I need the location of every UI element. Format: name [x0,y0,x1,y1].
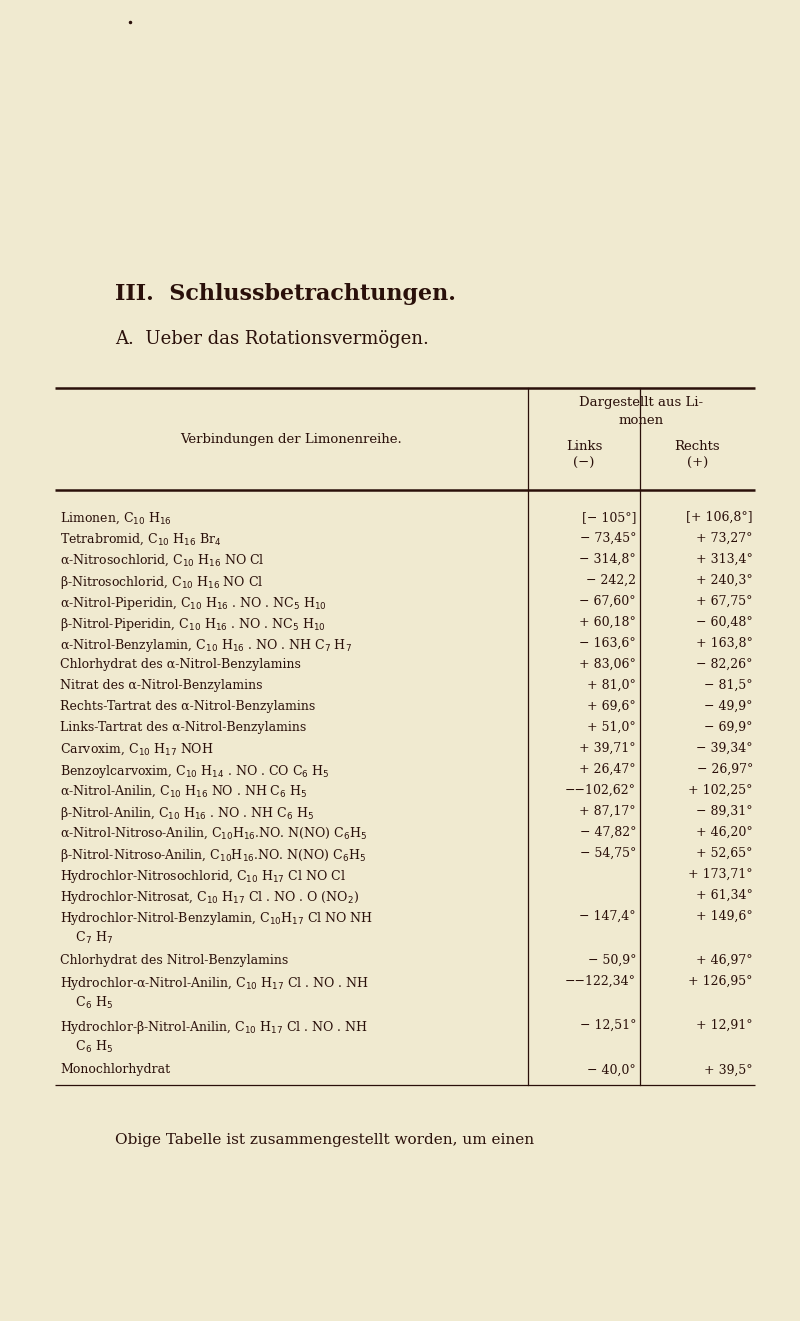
Text: + 39,5°: + 39,5° [704,1063,753,1077]
Text: −−122,34°: −−122,34° [565,975,636,988]
Text: + 46,97°: + 46,97° [696,954,753,967]
Text: + 60,18°: + 60,18° [579,616,636,629]
Text: − 12,51°: − 12,51° [579,1020,636,1032]
Text: − 89,31°: − 89,31° [696,804,753,818]
Text: + 149,6°: + 149,6° [696,910,753,923]
Text: [− 105°]: [− 105°] [582,511,636,524]
Text: − 49,9°: − 49,9° [705,700,753,713]
Text: Chlorhydrat des α-Nitrol-Benzylamins: Chlorhydrat des α-Nitrol-Benzylamins [60,658,301,671]
Text: − 40,0°: − 40,0° [587,1063,636,1077]
Text: − 81,5°: − 81,5° [704,679,753,692]
Text: + 87,17°: + 87,17° [579,804,636,818]
Text: Obige Tabelle ist zusammengestellt worden, um einen: Obige Tabelle ist zusammengestellt worde… [115,1133,534,1148]
Text: β-Nitrol-Anilin, C$_{10}$ H$_{16}$ . NO . NH C$_6$ H$_5$: β-Nitrol-Anilin, C$_{10}$ H$_{16}$ . NO … [60,804,314,822]
Text: + 173,71°: + 173,71° [688,868,753,881]
Text: III.  Schlussbetrachtungen.: III. Schlussbetrachtungen. [115,283,456,305]
Text: + 39,71°: + 39,71° [579,742,636,756]
Text: − 67,60°: − 67,60° [579,594,636,608]
Text: [+ 106,8°]: [+ 106,8°] [686,511,753,524]
Text: Links
(−): Links (−) [566,440,602,470]
Text: Nitrat des α-Nitrol-Benzylamins: Nitrat des α-Nitrol-Benzylamins [60,679,262,692]
Text: Benzoylcarvoxim, C$_{10}$ H$_{14}$ . NO . CO C$_6$ H$_5$: Benzoylcarvoxim, C$_{10}$ H$_{14}$ . NO … [60,764,330,779]
Text: + 126,95°: + 126,95° [689,975,753,988]
Text: − 26,97°: − 26,97° [697,764,753,775]
Text: α-Nitrosochlorid, C$_{10}$ H$_{16}$ NO Cl: α-Nitrosochlorid, C$_{10}$ H$_{16}$ NO C… [60,553,265,568]
Text: Dargestellt aus Li-
monen: Dargestellt aus Li- monen [579,396,703,427]
Text: + 61,34°: + 61,34° [696,889,753,902]
Text: + 83,06°: + 83,06° [579,658,636,671]
Text: − 82,26°: − 82,26° [697,658,753,671]
Text: A.  Ueber das Rotationsvermögen.: A. Ueber das Rotationsvermögen. [115,330,429,347]
Text: − 163,6°: − 163,6° [579,637,636,650]
Text: − 54,75°: − 54,75° [580,847,636,860]
Text: − 47,82°: − 47,82° [579,826,636,839]
Text: + 81,0°: + 81,0° [587,679,636,692]
Text: + 46,20°: + 46,20° [696,826,753,839]
Text: − 60,48°: − 60,48° [696,616,753,629]
Text: Hydrochlor-β-Nitrol-Anilin, C$_{10}$ H$_{17}$ Cl . NO . NH
    C$_6$ H$_5$: Hydrochlor-β-Nitrol-Anilin, C$_{10}$ H$_… [60,1020,368,1055]
Text: Rechts
(+): Rechts (+) [674,440,720,470]
Text: − 50,9°: − 50,9° [587,954,636,967]
Text: Hydrochlor-Nitrol-Benzylamin, C$_{10}$H$_{17}$ Cl NO NH
    C$_7$ H$_7$: Hydrochlor-Nitrol-Benzylamin, C$_{10}$H$… [60,910,373,946]
Text: + 73,27°: + 73,27° [697,532,753,546]
Text: − 69,9°: − 69,9° [705,721,753,734]
Text: −−102,62°: −−102,62° [565,783,636,797]
Text: Tetrabromid, C$_{10}$ H$_{16}$ Br$_4$: Tetrabromid, C$_{10}$ H$_{16}$ Br$_4$ [60,532,222,547]
Text: + 102,25°: + 102,25° [689,783,753,797]
Text: β-Nitrol-Nitroso-Anilin, C$_{10}$H$_{16}$.NO. N(NO) C$_6$H$_5$: β-Nitrol-Nitroso-Anilin, C$_{10}$H$_{16}… [60,847,366,864]
Text: Monochlorhydrat: Monochlorhydrat [60,1063,170,1077]
Text: Verbindungen der Limonenreihe.: Verbindungen der Limonenreihe. [181,432,402,445]
Text: + 69,6°: + 69,6° [587,700,636,713]
Text: Chlorhydrat des Nitrol-Benzylamins: Chlorhydrat des Nitrol-Benzylamins [60,954,288,967]
Text: Carvoxim, C$_{10}$ H$_{17}$ NOH: Carvoxim, C$_{10}$ H$_{17}$ NOH [60,742,214,757]
Text: − 314,8°: − 314,8° [579,553,636,565]
Text: − 73,45°: − 73,45° [579,532,636,546]
Text: α-Nitrol-Piperidin, C$_{10}$ H$_{16}$ . NO . NC$_5$ H$_{10}$: α-Nitrol-Piperidin, C$_{10}$ H$_{16}$ . … [60,594,327,612]
Text: β-Nitrosochlorid, C$_{10}$ H$_{16}$ NO Cl: β-Nitrosochlorid, C$_{10}$ H$_{16}$ NO C… [60,575,263,590]
Text: α-Nitrol-Nitroso-Anilin, C$_{10}$H$_{16}$.NO. N(NO) C$_6$H$_5$: α-Nitrol-Nitroso-Anilin, C$_{10}$H$_{16}… [60,826,367,841]
Text: + 12,91°: + 12,91° [696,1020,753,1032]
Text: Links-Tartrat des α-Nitrol-Benzylamins: Links-Tartrat des α-Nitrol-Benzylamins [60,721,306,734]
Text: β-Nitrol-Piperidin, C$_{10}$ H$_{16}$ . NO . NC$_5$ H$_{10}$: β-Nitrol-Piperidin, C$_{10}$ H$_{16}$ . … [60,616,326,633]
Text: + 67,75°: + 67,75° [697,594,753,608]
Text: − 39,34°: − 39,34° [696,742,753,756]
Text: + 26,47°: + 26,47° [579,764,636,775]
Text: α-Nitrol-Anilin, C$_{10}$ H$_{16}$ NO . NH C$_6$ H$_5$: α-Nitrol-Anilin, C$_{10}$ H$_{16}$ NO . … [60,783,307,799]
Text: − 242,2: − 242,2 [586,575,636,587]
Text: Hydrochlor-α-Nitrol-Anilin, C$_{10}$ H$_{17}$ Cl . NO . NH
    C$_6$ H$_5$: Hydrochlor-α-Nitrol-Anilin, C$_{10}$ H$_… [60,975,369,1011]
Text: Hydrochlor-Nitrosochlorid, C$_{10}$ H$_{17}$ Cl NO Cl: Hydrochlor-Nitrosochlorid, C$_{10}$ H$_{… [60,868,346,885]
Text: + 163,8°: + 163,8° [696,637,753,650]
Text: − 147,4°: − 147,4° [579,910,636,923]
Text: Limonen, C$_{10}$ H$_{16}$: Limonen, C$_{10}$ H$_{16}$ [60,511,172,527]
Text: + 313,4°: + 313,4° [696,553,753,565]
Text: + 51,0°: + 51,0° [587,721,636,734]
Text: + 240,3°: + 240,3° [696,575,753,587]
Text: Rechts-Tartrat des α-Nitrol-Benzylamins: Rechts-Tartrat des α-Nitrol-Benzylamins [60,700,315,713]
Text: α-Nitrol-Benzylamin, C$_{10}$ H$_{16}$ . NO . NH C$_7$ H$_7$: α-Nitrol-Benzylamin, C$_{10}$ H$_{16}$ .… [60,637,352,654]
Text: + 52,65°: + 52,65° [697,847,753,860]
Text: Hydrochlor-Nitrosat, C$_{10}$ H$_{17}$ Cl . NO . O (NO$_2$): Hydrochlor-Nitrosat, C$_{10}$ H$_{17}$ C… [60,889,359,906]
